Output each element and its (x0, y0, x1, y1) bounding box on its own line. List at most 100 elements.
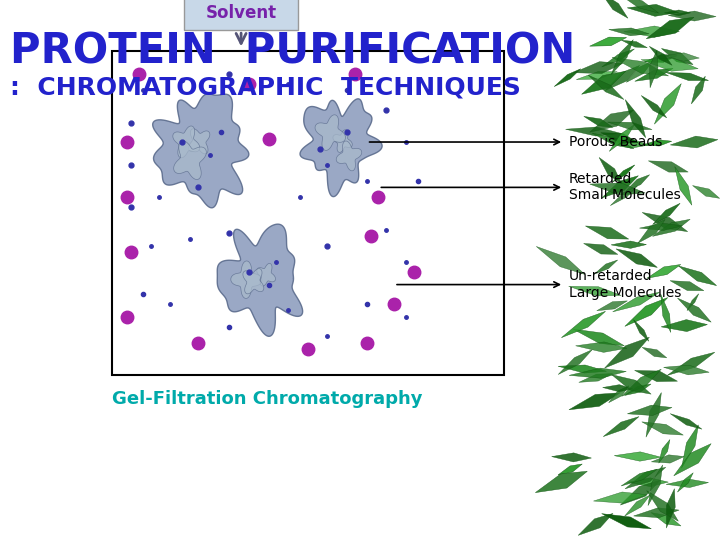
Polygon shape (605, 337, 649, 368)
Polygon shape (643, 140, 672, 146)
Polygon shape (584, 117, 613, 127)
Polygon shape (634, 320, 649, 341)
Polygon shape (600, 0, 628, 18)
Polygon shape (627, 4, 679, 16)
Polygon shape (579, 374, 613, 382)
Polygon shape (622, 369, 661, 396)
Polygon shape (621, 469, 657, 486)
Text: Solvent: Solvent (205, 4, 276, 22)
Polygon shape (611, 241, 647, 248)
Polygon shape (635, 69, 673, 82)
Polygon shape (569, 393, 621, 410)
Polygon shape (648, 161, 688, 172)
Polygon shape (574, 62, 623, 73)
Polygon shape (621, 40, 647, 48)
Polygon shape (621, 480, 660, 505)
Polygon shape (575, 342, 627, 353)
Polygon shape (243, 268, 264, 294)
Polygon shape (667, 352, 715, 375)
Polygon shape (552, 453, 591, 462)
Polygon shape (593, 492, 647, 503)
Polygon shape (646, 393, 662, 437)
Polygon shape (638, 219, 665, 243)
Polygon shape (554, 69, 581, 86)
Polygon shape (625, 467, 666, 489)
Polygon shape (678, 298, 711, 322)
Polygon shape (590, 183, 645, 195)
Polygon shape (626, 175, 649, 191)
Polygon shape (573, 329, 624, 346)
Polygon shape (576, 71, 617, 79)
Polygon shape (666, 479, 708, 488)
Polygon shape (665, 10, 690, 16)
Polygon shape (678, 472, 693, 492)
Polygon shape (608, 386, 629, 403)
Polygon shape (614, 452, 661, 461)
Polygon shape (569, 286, 621, 296)
Polygon shape (642, 212, 688, 232)
Polygon shape (652, 455, 684, 463)
Polygon shape (667, 489, 675, 528)
Polygon shape (562, 312, 606, 338)
Text: Gel-Filtration Chromatography: Gel-Filtration Chromatography (112, 390, 422, 408)
Polygon shape (670, 414, 702, 429)
Polygon shape (666, 72, 708, 80)
Polygon shape (642, 422, 683, 435)
Polygon shape (661, 294, 671, 333)
Polygon shape (649, 50, 658, 88)
Polygon shape (670, 281, 704, 291)
Polygon shape (670, 136, 718, 148)
Polygon shape (668, 11, 716, 21)
Polygon shape (257, 264, 276, 286)
Polygon shape (661, 320, 708, 332)
Polygon shape (625, 495, 650, 516)
Polygon shape (608, 122, 652, 130)
Polygon shape (639, 223, 683, 231)
Polygon shape (629, 478, 668, 487)
Polygon shape (613, 165, 635, 182)
Polygon shape (558, 350, 593, 375)
Polygon shape (536, 246, 585, 274)
Polygon shape (315, 115, 346, 151)
Polygon shape (652, 203, 680, 225)
Polygon shape (691, 76, 706, 104)
Polygon shape (647, 265, 681, 278)
Polygon shape (625, 298, 667, 326)
Polygon shape (662, 49, 693, 65)
Polygon shape (642, 347, 667, 358)
Polygon shape (602, 49, 634, 67)
Polygon shape (189, 129, 210, 154)
Text: :  CHROMATOGRAPHIC  TECHNIQUES: : CHROMATOGRAPHIC TECHNIQUES (10, 75, 521, 99)
Polygon shape (588, 75, 624, 99)
Polygon shape (625, 99, 646, 138)
Polygon shape (678, 266, 716, 286)
Polygon shape (582, 71, 626, 94)
Polygon shape (634, 508, 679, 518)
Polygon shape (626, 61, 653, 82)
Polygon shape (647, 491, 678, 521)
Polygon shape (624, 384, 651, 395)
Polygon shape (651, 512, 681, 526)
Polygon shape (612, 57, 669, 76)
Polygon shape (611, 39, 634, 75)
Polygon shape (300, 99, 382, 197)
Polygon shape (693, 186, 720, 198)
Polygon shape (231, 261, 262, 299)
Polygon shape (608, 28, 649, 36)
Polygon shape (217, 224, 302, 336)
Polygon shape (153, 94, 249, 208)
Polygon shape (611, 375, 651, 394)
Polygon shape (578, 514, 613, 535)
Polygon shape (592, 133, 634, 149)
Polygon shape (603, 384, 633, 392)
Polygon shape (590, 110, 634, 132)
Text: Retarded
Small Molecules: Retarded Small Molecules (569, 172, 680, 202)
Polygon shape (611, 186, 637, 206)
Polygon shape (602, 514, 652, 529)
Polygon shape (333, 130, 352, 152)
Polygon shape (659, 440, 670, 463)
Polygon shape (634, 370, 678, 382)
Polygon shape (675, 166, 692, 205)
Polygon shape (613, 292, 660, 312)
Polygon shape (569, 368, 626, 378)
